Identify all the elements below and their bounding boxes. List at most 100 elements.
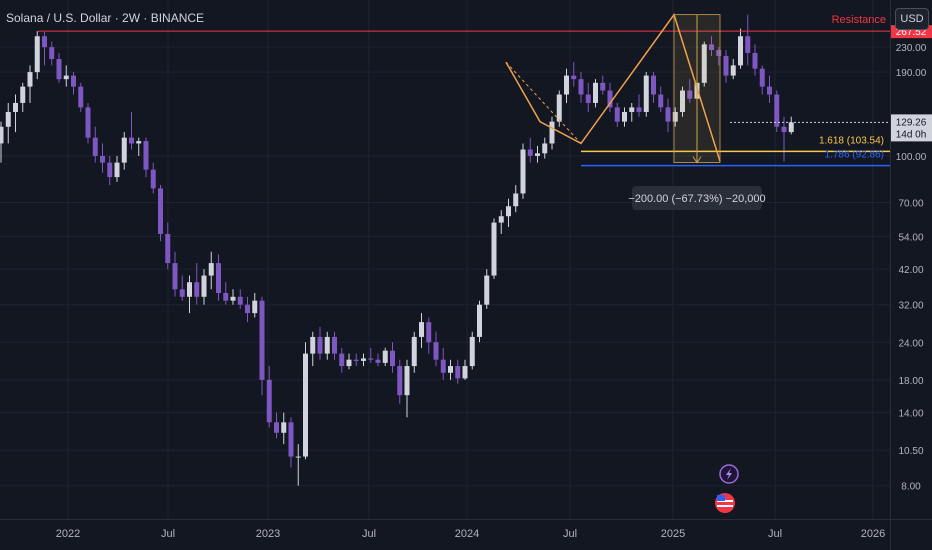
y-tick-label: 24.00 [898, 338, 923, 349]
drawing-overlays: Resistance 1.618 (103.54) 1.786 (92.86) −20… [38, 12, 890, 210]
candle-body [303, 353, 308, 457]
candle-body [723, 55, 729, 76]
time-axis[interactable]: 2022 Jul 2023 Jul 2024 Jul 2025 Jul 2026 [56, 528, 885, 540]
candle-body [397, 366, 403, 396]
x-tick-label: 2025 [661, 528, 685, 540]
x-tick-label: Jul [768, 528, 782, 540]
candle-body [752, 52, 758, 69]
candle-body [107, 162, 113, 178]
candle-body [542, 143, 548, 154]
candle-body [245, 304, 250, 314]
price-axis[interactable]: 8.00 10.50 14.00 18.00 24.00 32.00 42.00 54.00 7… [891, 25, 932, 493]
candle-body [767, 86, 772, 95]
candle-body [600, 82, 606, 91]
candle-body [324, 336, 330, 354]
y-tick-label: 10.50 [898, 446, 923, 457]
last-price-tag [891, 114, 932, 142]
measure-tooltip-bg [632, 186, 762, 210]
candle-body [346, 359, 352, 367]
candle-body [13, 102, 18, 112]
candle-body [556, 94, 562, 122]
candle-body [564, 75, 569, 95]
candle-body [622, 111, 627, 122]
candle-body [614, 107, 620, 122]
candle-body [426, 322, 432, 343]
candle-body [687, 90, 693, 99]
candle-body [448, 366, 453, 373]
candle-body [0, 126, 4, 144]
y-tick-label: 42.00 [898, 265, 923, 276]
x-tick-label: Jul [161, 528, 175, 540]
candle-body [491, 222, 497, 276]
symbol-title[interactable]: Solana / U.S. Dollar · 2W · BINANCE [6, 11, 205, 25]
event-icons [715, 464, 739, 513]
candle-body [433, 342, 439, 360]
y-tick-label: 32.00 [898, 301, 923, 312]
candle-body [158, 188, 163, 234]
resistance-label: Resistance [832, 14, 886, 26]
candle-body [136, 141, 142, 144]
candle-body [477, 304, 482, 337]
candle-body [629, 107, 635, 112]
candle-body [56, 59, 62, 80]
candle-body [419, 322, 424, 337]
candle-body [759, 68, 765, 87]
measure-tooltip-label: −200.00 (−67.73%) −20,000 [628, 193, 765, 205]
y-tick-label: 14.00 [898, 409, 923, 420]
candle-body [49, 47, 55, 60]
candle-body [179, 289, 185, 297]
candle-body [281, 422, 287, 433]
candle-body [716, 50, 722, 56]
candle-body [527, 149, 533, 156]
currency-button[interactable]: USD [895, 8, 929, 30]
candle-body [237, 296, 243, 305]
candle-body [274, 422, 279, 433]
candle-body [114, 162, 120, 178]
resistance-price-label: 267.52 [896, 27, 927, 38]
candle-body [288, 422, 294, 457]
candle-body [520, 149, 526, 194]
x-tick-label: 2022 [56, 528, 80, 540]
candle-body [63, 75, 69, 80]
candle-body [469, 336, 475, 367]
fib-1618-label: 1.618 (103.54) [819, 135, 884, 146]
y-tick-label: 190.00 [896, 68, 927, 79]
candle-body [382, 350, 388, 363]
candle-body [455, 366, 461, 379]
pattern-diagonal [505, 61, 582, 144]
candle-body [549, 121, 555, 144]
candle-body [411, 336, 417, 367]
candle-body [440, 359, 446, 373]
y-tick-label: 100.00 [896, 152, 927, 163]
candle-body [223, 292, 229, 301]
candle-body [71, 75, 76, 87]
candle-body [129, 137, 134, 144]
countdown-label: 14d 0h [896, 129, 927, 140]
candle-body [636, 107, 642, 112]
candle-body [607, 90, 613, 108]
lightning-event-icon[interactable] [719, 464, 739, 484]
candle-body [535, 153, 540, 156]
candle-body [216, 263, 221, 293]
us-flag-event-icon[interactable] [715, 493, 735, 513]
candle-body [100, 155, 105, 163]
candle-body [643, 75, 649, 112]
time-axis-divider [0, 519, 932, 520]
candle-body [484, 275, 490, 305]
candle-body [252, 300, 258, 314]
candle-body [709, 44, 714, 51]
candle-body [150, 169, 156, 189]
candles-layer [0, 14, 794, 486]
candle-body [368, 358, 374, 360]
measure-arrowhead [692, 156, 702, 164]
candle-body [27, 72, 33, 87]
candle-body [92, 137, 98, 156]
candle-body [5, 111, 11, 127]
candle-body [339, 353, 345, 367]
candle-body [78, 86, 84, 108]
candle-body [361, 358, 366, 361]
candle-body [34, 36, 40, 73]
candle-body [353, 359, 359, 361]
candle-body [295, 456, 301, 458]
